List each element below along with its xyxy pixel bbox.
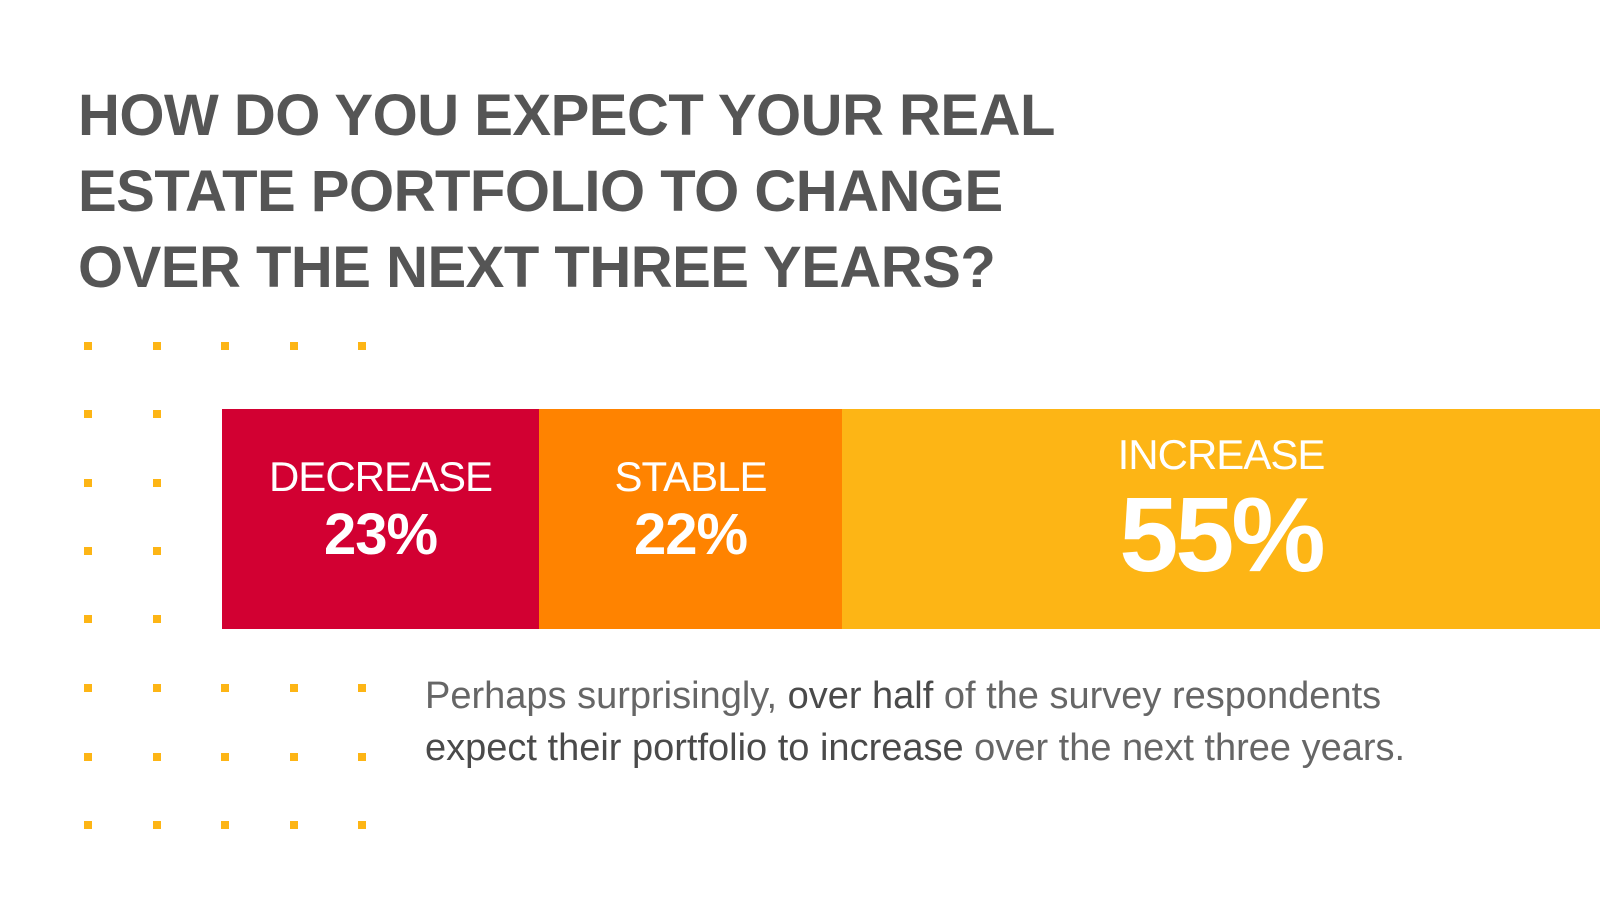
decorative-dot — [153, 615, 161, 623]
decorative-dot — [153, 753, 161, 761]
decorative-dot — [153, 479, 161, 487]
bar-segment-stable: STABLE 22% — [539, 409, 842, 629]
decorative-dot — [358, 342, 366, 350]
decorative-dot — [84, 342, 92, 350]
decorative-dot — [84, 547, 92, 555]
chart-caption: Perhaps surprisingly, over half of the s… — [425, 670, 1585, 774]
data-label: 55% — [1119, 476, 1325, 594]
decorative-dot — [153, 547, 161, 555]
data-label: 22% — [633, 502, 748, 567]
decorative-dot — [221, 684, 229, 692]
title-line-2: ESTATE PORTFOLIO TO CHANGE — [78, 159, 1003, 224]
chart-title: HOW DO YOU EXPECT YOUR REAL ESTATE PORTF… — [78, 78, 1178, 306]
decorative-dot — [290, 342, 298, 350]
stacked-bar-chart: DECREASE 23% STABLE 22% INCREASE 55% — [222, 409, 1600, 629]
caption-text: of the survey respondents — [933, 675, 1382, 717]
decorative-dot — [358, 684, 366, 692]
decorative-dot — [358, 821, 366, 829]
caption-line-1: Perhaps surprisingly, over half of the s… — [425, 670, 1585, 722]
caption-text: Perhaps surprisingly, — [425, 675, 788, 717]
decorative-dot — [290, 684, 298, 692]
decorative-dot — [84, 615, 92, 623]
decorative-dot — [290, 821, 298, 829]
decorative-dot — [84, 753, 92, 761]
caption-emphasis: over half — [787, 675, 934, 717]
caption-line-2: expect their portfolio to increase over … — [425, 722, 1585, 774]
category-label: STABLE — [614, 453, 768, 500]
bar-segment-label-group: DECREASE 23% — [222, 453, 539, 569]
caption-text: over the next three years. — [963, 727, 1406, 769]
decorative-dot — [358, 753, 366, 761]
caption-emphasis: expect their portfolio to increase — [425, 727, 964, 769]
decorative-dot — [153, 684, 161, 692]
bar-segment-label-group: STABLE 22% — [539, 453, 842, 569]
category-label: INCREASE — [1117, 431, 1326, 478]
category-label: DECREASE — [268, 453, 493, 500]
title-line-3: OVER THE NEXT THREE YEARS? — [78, 235, 996, 300]
decorative-dot — [153, 342, 161, 350]
bar-segment-increase: INCREASE 55% — [842, 409, 1600, 629]
decorative-dot — [84, 479, 92, 487]
decorative-dot — [290, 753, 298, 761]
decorative-dot — [84, 410, 92, 418]
decorative-dot — [153, 821, 161, 829]
data-label: 23% — [323, 502, 438, 567]
decorative-dot — [84, 821, 92, 829]
decorative-dot — [221, 342, 229, 350]
decorative-dot — [84, 684, 92, 692]
bar-segment-label-group: INCREASE 55% — [842, 431, 1600, 591]
decorative-dot — [221, 821, 229, 829]
decorative-dot — [153, 410, 161, 418]
decorative-dot — [221, 753, 229, 761]
title-line-1: HOW DO YOU EXPECT YOUR REAL — [78, 83, 1055, 148]
bar-segment-decrease: DECREASE 23% — [222, 409, 539, 629]
